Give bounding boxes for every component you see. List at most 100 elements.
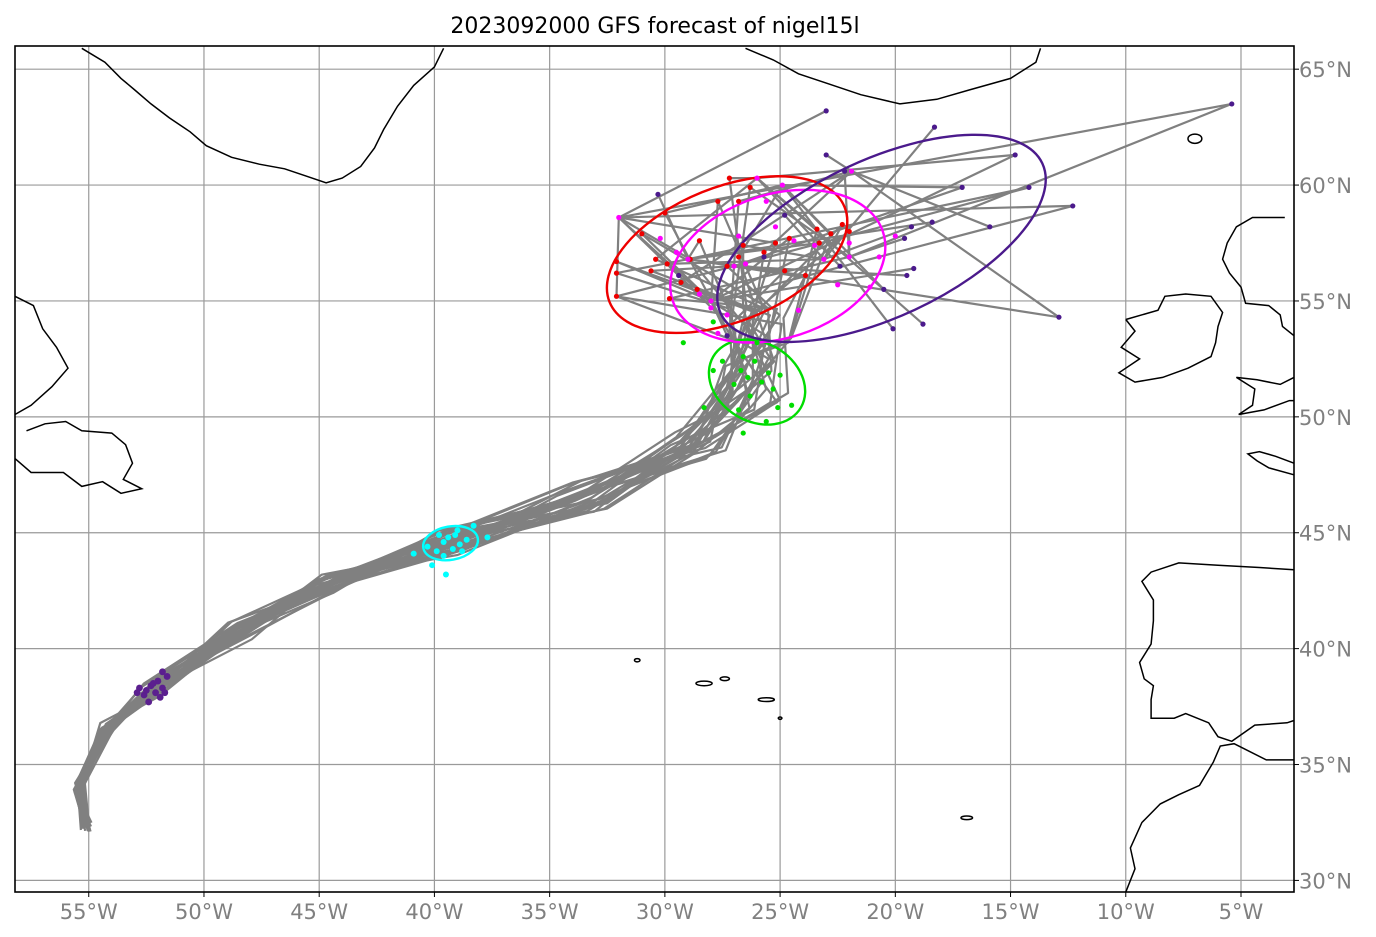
lat-tick-label: 65°N [1299, 58, 1352, 82]
position-dot-144h [763, 418, 769, 425]
position-dot-48h [133, 689, 141, 697]
position-dot-216h [696, 291, 703, 297]
position-dot-96h [442, 571, 449, 578]
track-line [74, 186, 963, 824]
coastline [1246, 450, 1295, 476]
island-outline [1187, 133, 1203, 145]
position-dot-192h [747, 184, 753, 190]
position-dot-216h [657, 235, 663, 241]
position-dot-96h [440, 552, 447, 559]
position-dot-216h [779, 182, 786, 188]
track-line [72, 153, 1016, 824]
track-line [80, 186, 905, 831]
position-dot-96h [449, 545, 456, 552]
lat-tick-label: 50°N [1299, 406, 1352, 430]
position-dot-216h [616, 214, 622, 221]
position-dot-216h [715, 330, 721, 337]
position-dot-216h [685, 256, 691, 262]
spread-ellipses [421, 133, 1047, 562]
position-dot-final [908, 224, 915, 230]
lon-tick-label: 40°W [405, 900, 463, 924]
position-dot-48h [149, 679, 157, 687]
position-dot-192h [613, 270, 620, 276]
position-dot-192h [846, 228, 852, 235]
position-dot-final [823, 108, 829, 114]
position-dot-216h [673, 249, 679, 255]
coastline [14, 295, 69, 416]
position-dot-216h [708, 298, 714, 304]
lon-tick-label: 50°W [175, 900, 233, 924]
lon-tick-label: 25°W [751, 900, 809, 924]
position-dot-96h [410, 550, 417, 557]
position-dot-144h [770, 386, 776, 392]
position-dot-144h [765, 370, 772, 376]
position-dot-192h [694, 286, 700, 292]
position-dot-216h [754, 175, 760, 181]
position-dot-216h [742, 261, 749, 267]
coastlines [14, 47, 1295, 893]
position-dot-192h [816, 240, 822, 246]
position-dot-216h [791, 238, 797, 244]
position-dot-final [929, 219, 935, 225]
position-dot-96h [470, 522, 477, 529]
position-dot-final [1229, 101, 1235, 107]
position-dot-96h [484, 534, 491, 541]
position-dot-192h [648, 268, 654, 274]
position-dot-192h [786, 235, 792, 241]
position-dot-144h [752, 358, 758, 364]
position-dot-final [959, 184, 965, 190]
position-dot-144h [754, 340, 760, 346]
position-dot-192h [814, 226, 820, 232]
coastline [1236, 376, 1295, 416]
position-dot-144h [759, 379, 765, 385]
position-dot-96h [433, 548, 440, 555]
position-dot-192h [782, 268, 788, 274]
lat-tick-label: 45°N [1299, 522, 1352, 546]
axis-labels: 55°W 50°W 45°W 40°W 35°W 30°W 25°W 20°W 15°W 10°W… [60, 58, 1352, 924]
position-dot-144h [738, 367, 744, 374]
position-dot-final [842, 168, 848, 174]
coastline [1221, 216, 1295, 337]
position-dot-final [911, 265, 917, 272]
island-outline [960, 815, 974, 821]
lat-tick-label: 40°N [1299, 638, 1352, 662]
lon-tick-label: 30°W [636, 900, 694, 924]
position-dot-144h [745, 374, 751, 381]
position-dot-final [904, 272, 910, 279]
spread-ellipse [421, 524, 480, 562]
coastline [14, 420, 144, 495]
position-dot-192h [772, 240, 779, 246]
position-dot-144h [736, 407, 742, 413]
island-outline [777, 716, 783, 721]
track-line [83, 193, 786, 832]
track-line [74, 177, 841, 832]
position-dot-216h [708, 305, 714, 311]
position-dot-final [823, 152, 829, 158]
position-dot-192h [736, 254, 742, 260]
position-dot-final [655, 191, 661, 197]
lon-tick-label: 5°W [1219, 900, 1264, 924]
figure-title: 2023092000 GFS forecast of nigel15l [450, 14, 859, 39]
position-dot-216h [848, 168, 855, 174]
island-outline [719, 676, 731, 682]
position-dot-192h [613, 258, 620, 265]
track-line [74, 204, 1073, 831]
position-dot-192h [736, 198, 742, 204]
coastline [1125, 742, 1294, 893]
position-dot-final [987, 224, 993, 230]
position-dot-192h [726, 175, 732, 181]
position-dot-192h [740, 242, 746, 248]
position-dot-final [724, 333, 730, 339]
position-dot-final [1070, 203, 1076, 209]
position-dot-final [1026, 184, 1032, 190]
track-line [78, 184, 894, 827]
position-dot-96h [445, 534, 452, 541]
lat-tick-label: 30°N [1299, 869, 1352, 893]
position-dot-96h [463, 536, 470, 543]
position-dot-96h [429, 562, 436, 569]
position-dot-144h [740, 430, 746, 436]
position-dot-216h [772, 224, 779, 230]
position-dot-final [761, 254, 767, 260]
position-dot-192h [613, 293, 620, 299]
position-dot-144h [740, 353, 746, 360]
